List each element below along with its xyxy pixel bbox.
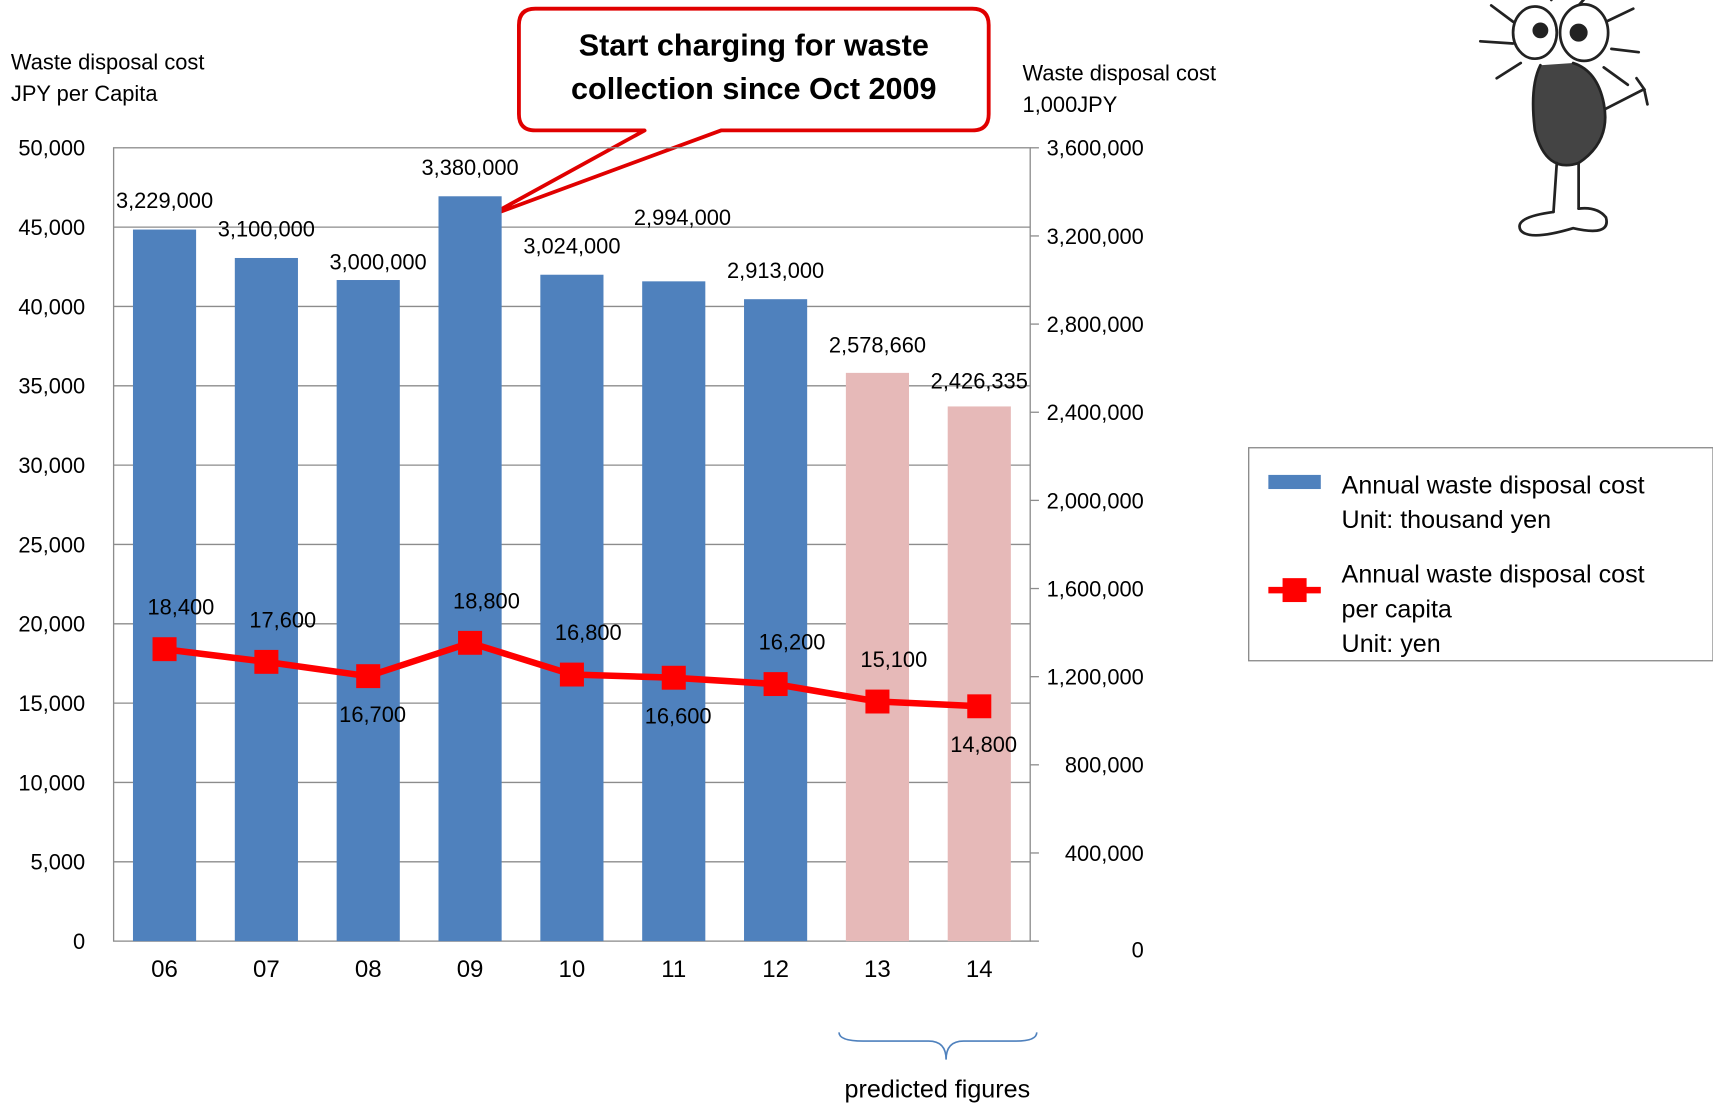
bar [744, 299, 807, 941]
bar [438, 196, 501, 941]
line-marker [662, 666, 686, 690]
legend-label: Annual waste disposal cost per capita Un… [1342, 556, 1703, 660]
bar-value-label: 2,426,335 [931, 368, 1028, 393]
line-value-label: 16,200 [759, 630, 826, 655]
y-tick-label: 30,000 [18, 453, 85, 478]
line-value-label: 16,600 [645, 704, 712, 729]
bar-value-label: 2,578,660 [829, 333, 926, 358]
y2-tick-label: 1,200,000 [1047, 665, 1144, 690]
line-marker [458, 631, 482, 655]
line-value-label: 18,400 [148, 595, 215, 620]
y-tick-label: 5,000 [31, 850, 86, 875]
y-tick-label: 0 [73, 929, 85, 954]
y-axis-title: Waste disposal cost JPY per Capita [11, 48, 295, 111]
line-value-label: 14,800 [950, 732, 1017, 757]
bar-value-label: 3,000,000 [329, 250, 426, 275]
y2-tick-label: 1,600,000 [1047, 576, 1144, 601]
line-value-label: 15,100 [860, 647, 927, 672]
y-tick-label: 45,000 [18, 215, 85, 240]
x-tick-label: 11 [661, 956, 686, 983]
y-tick-label: 25,000 [18, 532, 85, 557]
callout-text: Start charging for waste collection sinc… [524, 24, 983, 111]
y-tick-label: 15,000 [18, 691, 85, 716]
x-tick-label: 13 [864, 956, 891, 983]
line-marker [967, 694, 991, 718]
line-marker [254, 650, 278, 674]
bar-value-label: 3,100,000 [218, 217, 315, 242]
y2-tick-label: 2,400,000 [1047, 400, 1144, 425]
line-marker [153, 637, 177, 661]
y2-tick-label: 3,600,000 [1047, 136, 1144, 161]
line-marker [865, 690, 889, 714]
bar [642, 281, 705, 941]
bracket [839, 1032, 1037, 1059]
bar [540, 275, 603, 941]
x-tick-label: 12 [762, 956, 789, 983]
y-tick-label: 50,000 [18, 136, 85, 161]
y-tick-label: 20,000 [18, 612, 85, 637]
y2-tick-label: 2,000,000 [1047, 488, 1144, 513]
line-marker [764, 672, 788, 696]
x-tick-label: 08 [355, 956, 382, 983]
line-value-label: 16,800 [555, 620, 622, 645]
bar-value-label: 2,913,000 [727, 258, 824, 283]
bar [133, 230, 196, 942]
bar [337, 280, 400, 941]
line-value-label: 17,600 [249, 607, 316, 632]
y-tick-label: 35,000 [18, 374, 85, 399]
legend-label: Annual waste disposal cost Unit: thousan… [1342, 467, 1703, 537]
page: {"chart_data": { "type": "combo", "y_lab… [0, 0, 1713, 1115]
y2-axis-title: Waste disposal cost 1,000JPY [1023, 59, 1307, 122]
cartoon [1480, 0, 1647, 235]
x-tick-label: 07 [253, 956, 280, 983]
bar [235, 258, 298, 941]
y2-tick-label: 800,000 [1065, 753, 1144, 778]
bar-value-label: 3,380,000 [421, 155, 518, 180]
line-value-label: 18,800 [453, 588, 520, 613]
bracket-label: predicted figures [845, 1076, 1031, 1104]
line-value-label: 16,700 [339, 702, 406, 727]
line-marker [560, 663, 584, 687]
x-tick-label: 14 [966, 956, 993, 983]
y2-tick-label: 400,000 [1065, 841, 1144, 866]
x-tick-label: 09 [457, 956, 484, 983]
bar [948, 406, 1011, 941]
legend-label-box: Annual waste disposal cost per capita Un… [1342, 556, 1703, 665]
y-axis-title-box: Waste disposal cost JPY per Capita [11, 48, 295, 113]
bar-value-label: 2,994,000 [634, 205, 731, 230]
y-tick-label: 10,000 [18, 770, 85, 795]
y2-tick-label: 2,800,000 [1047, 312, 1144, 337]
legend-marker [1283, 578, 1307, 602]
y2-tick-label: 3,200,000 [1047, 224, 1144, 249]
chart: 0 5,000 10,000 15,000 20,000 25,000 30,000 35,0… [0, 0, 1713, 1115]
x-tick-label: 06 [151, 956, 178, 983]
bar-value-label: 3,229,000 [116, 188, 213, 213]
y2-tick-label: 0 [1132, 938, 1144, 963]
callout-text-box: Start charging for waste collection sinc… [524, 24, 983, 122]
line-marker [356, 664, 380, 688]
y2-axis-title-box: Waste disposal cost 1,000JPY [1023, 59, 1307, 124]
y-tick-label: 40,000 [18, 294, 85, 319]
x-tick-label: 10 [559, 956, 586, 983]
bar-value-label: 3,024,000 [523, 233, 620, 258]
legend-swatch [1268, 475, 1320, 489]
